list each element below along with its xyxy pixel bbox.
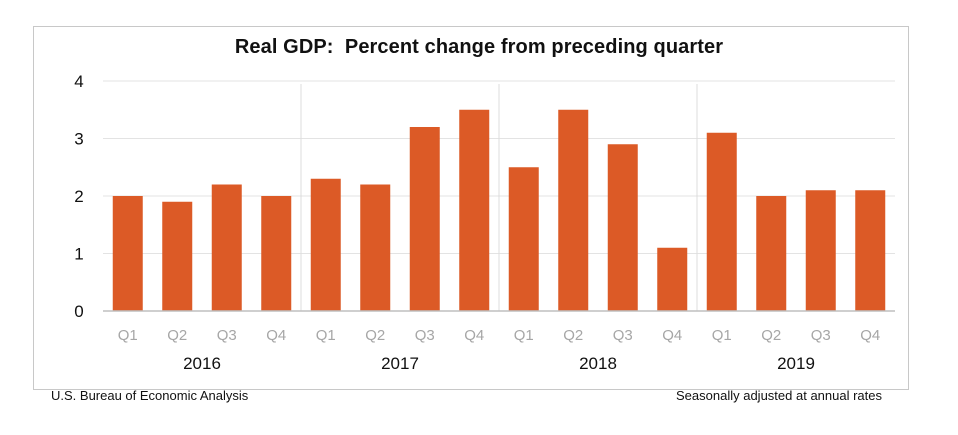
y-tick-label: 3 [74,130,83,149]
x-tick-label: Q3 [811,327,831,344]
bar [805,190,836,311]
x-tick-label: Q3 [415,327,435,344]
x-tick-label: Q4 [464,327,484,344]
x-tick-label: Q2 [365,327,385,344]
bar [508,167,539,311]
y-tick-label: 2 [74,187,83,206]
x-tick-label: Q2 [167,327,187,344]
x-tick-label: Q4 [662,327,682,344]
bar [706,132,737,311]
x-tick-label: Q2 [761,327,781,344]
y-tick-label: 1 [74,245,83,264]
source-note: U.S. Bureau of Economic Analysis [51,388,249,403]
x-tick-label: Q1 [316,327,336,344]
x-tick-label: Q1 [514,327,534,344]
x-tick-label: Q4 [860,327,880,344]
x-tick-label: Q1 [712,327,732,344]
bar [360,184,391,311]
x-tick-label: Q3 [613,327,633,344]
bar [112,196,143,311]
bar [162,201,193,311]
bar [261,196,292,311]
bar [310,178,341,311]
chart-title: Real GDP: Percent change from preceding … [234,36,724,58]
bar [607,144,638,311]
adjustment-note: Seasonally adjusted at annual rates [676,388,882,403]
year-label: 2017 [381,354,419,373]
x-tick-label: Q3 [217,327,237,344]
bar [558,109,589,311]
year-label: 2019 [777,354,815,373]
bar [756,196,787,311]
x-tick-label: Q1 [118,327,138,344]
x-tick-label: Q2 [563,327,583,344]
x-tick-label: Q4 [266,327,286,344]
year-separators [300,84,698,311]
bar [211,184,242,311]
bar [409,127,440,311]
bar [459,109,490,311]
axis-labels: 0 1 2 3 4 Q1 Q2 Q3 Q4 2016 Q1 Q2 Q3 Q4 2017 Q1 Q2 Q3 Q4 201… [74,72,880,373]
bar [657,247,688,311]
bars [112,109,886,311]
year-label: 2016 [183,354,221,373]
year-label: 2018 [579,354,617,373]
y-tick-label: 0 [74,302,83,321]
bar [855,190,886,311]
y-tick-label: 4 [74,72,83,91]
